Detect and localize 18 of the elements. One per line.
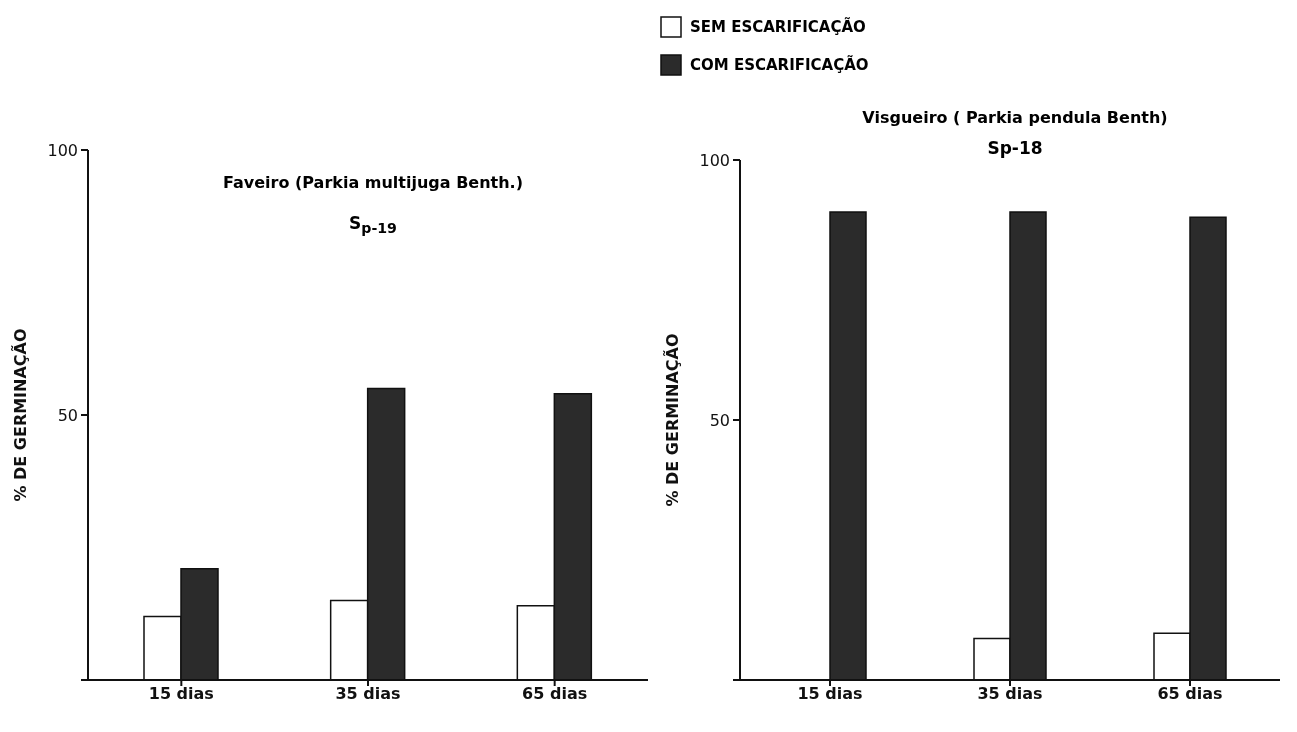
x-tick-label: 65 dias [1157, 684, 1223, 704]
text: S$_{p-19}$ [348, 213, 398, 237]
y-tick-label: 100 [47, 140, 78, 160]
y-tick-label: 50 [57, 405, 78, 425]
x-tick-label: 35 dias [335, 684, 401, 704]
text: Faveiro (Parkia multijuga Benth.) [221, 173, 524, 192]
y-tick-label: 50 [709, 410, 730, 430]
x-tick-label: 15 dias [148, 684, 214, 704]
legend-label: SEM ESCARIFICAÇÃO [690, 18, 866, 36]
chart-title: Visgueiro ( Parkia pendula Benth) [861, 108, 1169, 127]
chart-subtitle: Sp-18 [986, 138, 1044, 158]
x-tick-label: 65 dias [522, 684, 588, 704]
y-axis-title: % DE GERMINAÇÃO [10, 328, 30, 502]
y-axis-title: % DE GERMINAÇÃO [662, 333, 682, 507]
x-tick-label: 35 dias [977, 684, 1043, 704]
y-tick-label: 100 [699, 150, 730, 170]
legend-label: COM ESCARIFICAÇÃO [690, 56, 869, 74]
x-tick-label: 15 dias [797, 684, 863, 704]
